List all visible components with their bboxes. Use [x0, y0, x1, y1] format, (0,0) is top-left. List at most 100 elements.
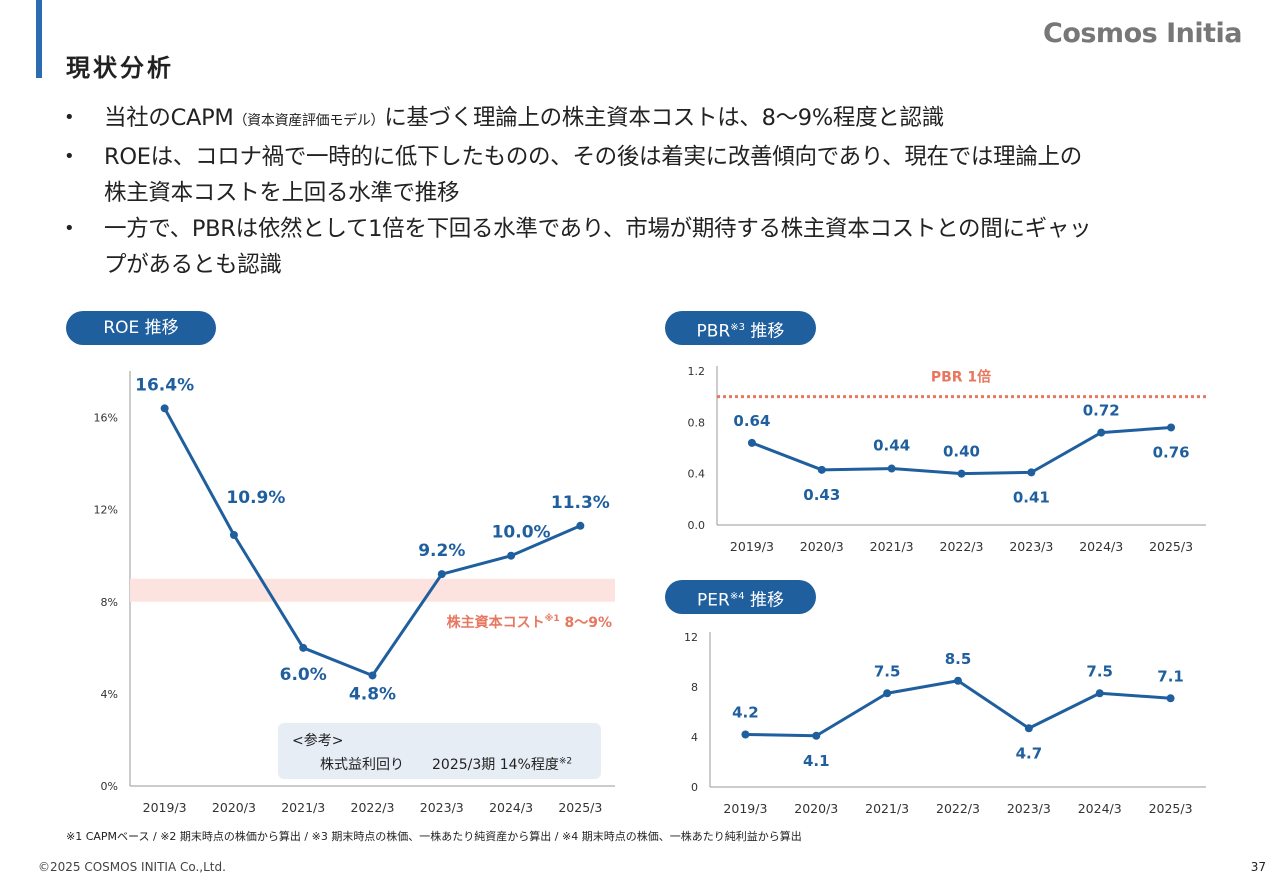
- data-point: [747, 438, 756, 447]
- bullet-text: に基づく理論上の株主資本コストは、8～9%程度と認識: [384, 105, 944, 131]
- data-label: 0.64: [733, 412, 770, 430]
- data-point: [812, 731, 821, 740]
- bullet-dot-icon: •: [64, 107, 75, 128]
- page-title: 現状分析: [66, 54, 174, 82]
- cost-annotation-sup: ※1: [545, 613, 560, 624]
- series-line: [163, 407, 581, 677]
- data-label: 16.4%: [135, 375, 194, 395]
- data-point: [1166, 694, 1175, 703]
- x-tick-label: 2022/3: [351, 800, 395, 815]
- data-label: 0.40: [943, 443, 980, 461]
- x-tick-label: 2023/3: [1007, 801, 1051, 816]
- data-point: [160, 404, 169, 413]
- reference-value: 2025/3期 14%程度: [432, 757, 559, 773]
- bullet-dot-icon: •: [64, 218, 75, 239]
- x-tick-label: 2021/3: [865, 801, 909, 816]
- data-point: [1095, 689, 1104, 698]
- bullet-text: 一方で、PBRは依然として1倍を下回る水準であり、市場が期待する株主資本コストと…: [104, 216, 1092, 242]
- copyright: ©2025 COSMOS INITIA Co.,Ltd.: [38, 860, 226, 874]
- data-label: 9.2%: [418, 541, 465, 561]
- series-line: [745, 679, 1171, 738]
- x-tick-label: 2020/3: [800, 539, 844, 554]
- pbr-chart-pill: PBR※3 推移: [665, 311, 816, 345]
- bullet-text: 株主資本コストを上回る水準で推移: [104, 180, 460, 206]
- data-point: [437, 570, 446, 579]
- y-tick-label: 0: [691, 781, 698, 794]
- bullet-item: • 一方で、PBRは依然として1倍を下回る水準であり、市場が期待する株主資本コス…: [62, 211, 1232, 283]
- data-label: 0.41: [1013, 488, 1050, 506]
- x-tick-label: 2020/3: [212, 800, 256, 815]
- data-point: [1097, 428, 1106, 437]
- x-tick-label: 2019/3: [723, 801, 767, 816]
- y-tick-label: 4%: [101, 688, 118, 701]
- data-label: 4.2: [732, 704, 759, 722]
- x-tick-label: 2024/3: [489, 800, 533, 815]
- data-label: 7.5: [1086, 662, 1113, 680]
- x-tick-label: 2023/3: [1009, 539, 1053, 554]
- y-tick-label: 12: [684, 631, 698, 644]
- x-tick-label: 2020/3: [794, 801, 838, 816]
- cost-annotation: 株主資本コスト※1 8～9%: [447, 613, 612, 631]
- x-tick-label: 2023/3: [420, 800, 464, 815]
- bullet-item: • 当社のCAPM（資本資産評価モデル）に基づく理論上の株主資本コストは、8～9…: [62, 100, 1232, 139]
- page-number: 37: [1250, 860, 1266, 874]
- x-tick-label: 2022/3: [936, 801, 980, 816]
- x-tick-label: 2024/3: [1079, 539, 1123, 554]
- y-tick-label: 0%: [101, 780, 118, 793]
- data-label: 0.76: [1153, 443, 1190, 461]
- data-point: [887, 464, 896, 473]
- data-label: 4.8%: [349, 684, 396, 704]
- pbr-pill-label: PBR: [696, 321, 731, 342]
- x-tick-label: 2024/3: [1078, 801, 1122, 816]
- data-label: 7.1: [1157, 667, 1184, 685]
- data-label: 11.3%: [551, 493, 610, 513]
- data-label: 4.7: [1016, 744, 1043, 762]
- title-accent-bar: [36, 0, 42, 78]
- y-tick-label: 12%: [94, 504, 118, 517]
- x-tick-label: 2021/3: [281, 800, 325, 815]
- cost-annotation-text: 株主資本コスト: [447, 614, 545, 631]
- x-tick-label: 2019/3: [143, 800, 187, 815]
- bullet-text-small: （資本資産評価モデル）: [233, 113, 385, 129]
- reference-sup: ※2: [558, 756, 573, 767]
- y-tick-label: 0.0: [688, 519, 706, 532]
- y-tick-label: 0.8: [688, 416, 706, 429]
- data-label: 0.43: [803, 486, 840, 504]
- pbr-pill-sup: ※3: [730, 322, 746, 333]
- y-tick-label: 0.4: [688, 468, 706, 481]
- data-point: [883, 689, 892, 698]
- data-label: 4.1: [803, 752, 830, 770]
- data-point: [954, 676, 962, 685]
- data-label: 0.72: [1083, 402, 1120, 420]
- data-label: 10.9%: [226, 488, 285, 508]
- roe-pill-label: ROE 推移: [103, 318, 179, 338]
- data-label: 6.0%: [280, 665, 327, 685]
- y-tick-label: 8%: [101, 596, 118, 609]
- data-label: 0.44: [873, 437, 910, 455]
- bullet-text: ROEは、コロナ禍で一時的に低下したものの、その後は着実に改善傾向であり、現在で…: [104, 144, 1082, 170]
- x-tick-label: 2022/3: [940, 539, 984, 554]
- pbr-pill-suffix: 推移: [745, 321, 785, 342]
- roe-chart-pill: ROE 推移: [66, 311, 216, 345]
- bullet-dot-icon: •: [64, 146, 75, 167]
- x-tick-label: 2025/3: [1149, 539, 1193, 554]
- bullet-text: 当社のCAPM: [104, 105, 234, 131]
- data-point: [229, 530, 238, 539]
- cost-annotation-range: 8～9%: [560, 615, 612, 631]
- reference-title: <参考>: [292, 733, 344, 749]
- data-point: [817, 465, 826, 474]
- data-label: 7.5: [874, 662, 901, 680]
- data-point: [507, 551, 516, 560]
- per-pill-sup: ※4: [729, 591, 745, 602]
- data-point: [299, 643, 308, 652]
- reference-value-wrap: 2025/3期 14%程度※2: [432, 754, 572, 774]
- x-tick-label: 2025/3: [1149, 801, 1193, 816]
- data-point: [1027, 468, 1036, 477]
- x-tick-label: 2025/3: [558, 800, 602, 815]
- cost-band: [130, 578, 615, 602]
- per-chart-pill: PER※4 推移: [665, 580, 816, 614]
- data-label: 10.0%: [492, 523, 551, 543]
- reference-line-label: PBR 1倍: [931, 369, 991, 386]
- bullet-item: • ROEは、コロナ禍で一時的に低下したものの、その後は着実に改善傾向であり、現…: [62, 139, 1232, 211]
- x-tick-label: 2021/3: [870, 539, 914, 554]
